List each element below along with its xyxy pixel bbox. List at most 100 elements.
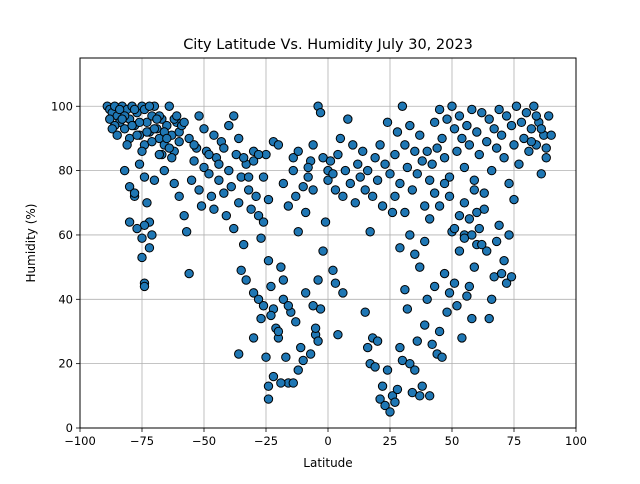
data-point xyxy=(268,371,279,382)
data-point xyxy=(462,120,472,131)
data-point xyxy=(372,336,383,346)
data-point xyxy=(397,101,408,111)
data-point xyxy=(405,230,415,240)
data-point xyxy=(283,201,294,211)
data-point xyxy=(256,233,266,243)
data-point xyxy=(536,124,546,134)
data-point xyxy=(144,243,155,253)
data-point xyxy=(308,301,318,311)
data-point xyxy=(238,153,249,163)
data-point xyxy=(338,288,348,298)
data-point xyxy=(415,391,425,401)
data-point xyxy=(214,175,224,185)
data-point xyxy=(278,178,289,189)
data-point xyxy=(209,130,219,140)
data-point xyxy=(258,172,269,182)
data-point xyxy=(179,210,189,221)
data-point xyxy=(432,143,442,153)
data-point xyxy=(511,101,522,111)
data-point xyxy=(482,246,492,256)
data-point xyxy=(464,281,475,292)
data-point xyxy=(477,239,487,250)
data-point xyxy=(124,217,135,227)
y-axis-label: Humidity (%) xyxy=(24,204,38,283)
data-point xyxy=(248,288,259,298)
data-point xyxy=(380,400,390,411)
data-point xyxy=(496,130,507,140)
data-point xyxy=(477,107,487,118)
data-point xyxy=(263,394,274,404)
data-point xyxy=(134,159,145,169)
data-point xyxy=(494,220,504,231)
data-point xyxy=(402,162,413,173)
data-point xyxy=(526,124,537,134)
data-point xyxy=(298,355,308,366)
data-point xyxy=(107,124,117,134)
data-point xyxy=(469,262,480,272)
data-point xyxy=(444,172,455,182)
data-point xyxy=(276,378,286,388)
data-point xyxy=(266,310,276,321)
data-point xyxy=(382,365,393,375)
data-point xyxy=(392,127,403,137)
data-point xyxy=(122,140,132,150)
data-point xyxy=(229,223,239,234)
data-point xyxy=(152,114,162,124)
data-point xyxy=(313,336,323,346)
data-point xyxy=(132,223,142,234)
data-point xyxy=(169,178,179,189)
data-point xyxy=(325,156,336,166)
data-point xyxy=(412,336,422,346)
data-point xyxy=(154,149,165,160)
data-point xyxy=(447,101,457,111)
data-point xyxy=(452,301,462,311)
data-point xyxy=(142,198,152,208)
data-point xyxy=(454,246,465,256)
data-point xyxy=(293,365,303,375)
data-point xyxy=(420,236,430,247)
data-point xyxy=(281,352,291,362)
data-point xyxy=(149,175,160,185)
data-point xyxy=(355,172,365,182)
data-point xyxy=(390,191,400,202)
x-tick-label: 0 xyxy=(324,434,331,448)
data-point xyxy=(496,268,507,279)
data-point xyxy=(442,307,452,317)
data-point xyxy=(439,153,450,163)
data-point xyxy=(236,265,246,276)
data-point xyxy=(474,223,484,234)
data-point xyxy=(291,317,301,327)
data-point xyxy=(472,207,482,218)
data-point xyxy=(362,342,373,353)
data-point xyxy=(437,133,447,144)
data-point xyxy=(253,210,264,221)
data-point xyxy=(194,111,204,121)
data-point xyxy=(367,191,378,202)
data-point xyxy=(209,204,219,214)
data-point xyxy=(541,143,551,153)
data-point xyxy=(263,194,274,205)
data-point xyxy=(390,397,400,407)
data-point xyxy=(536,169,546,179)
data-point xyxy=(509,140,519,150)
data-point xyxy=(509,194,519,205)
data-point xyxy=(303,162,313,173)
data-point xyxy=(407,185,418,195)
data-point xyxy=(459,233,470,243)
data-point xyxy=(526,136,537,147)
data-point xyxy=(385,407,395,417)
x-tick-label: −50 xyxy=(192,434,216,448)
data-point xyxy=(293,146,303,157)
data-point xyxy=(338,191,348,202)
data-point xyxy=(263,255,274,266)
data-point xyxy=(494,104,504,115)
data-point xyxy=(400,140,410,150)
data-point xyxy=(132,130,142,140)
data-point xyxy=(224,120,234,131)
data-point xyxy=(243,185,254,195)
data-point xyxy=(124,181,135,192)
data-point xyxy=(504,230,514,240)
data-point xyxy=(454,111,465,121)
data-point xyxy=(353,159,363,169)
